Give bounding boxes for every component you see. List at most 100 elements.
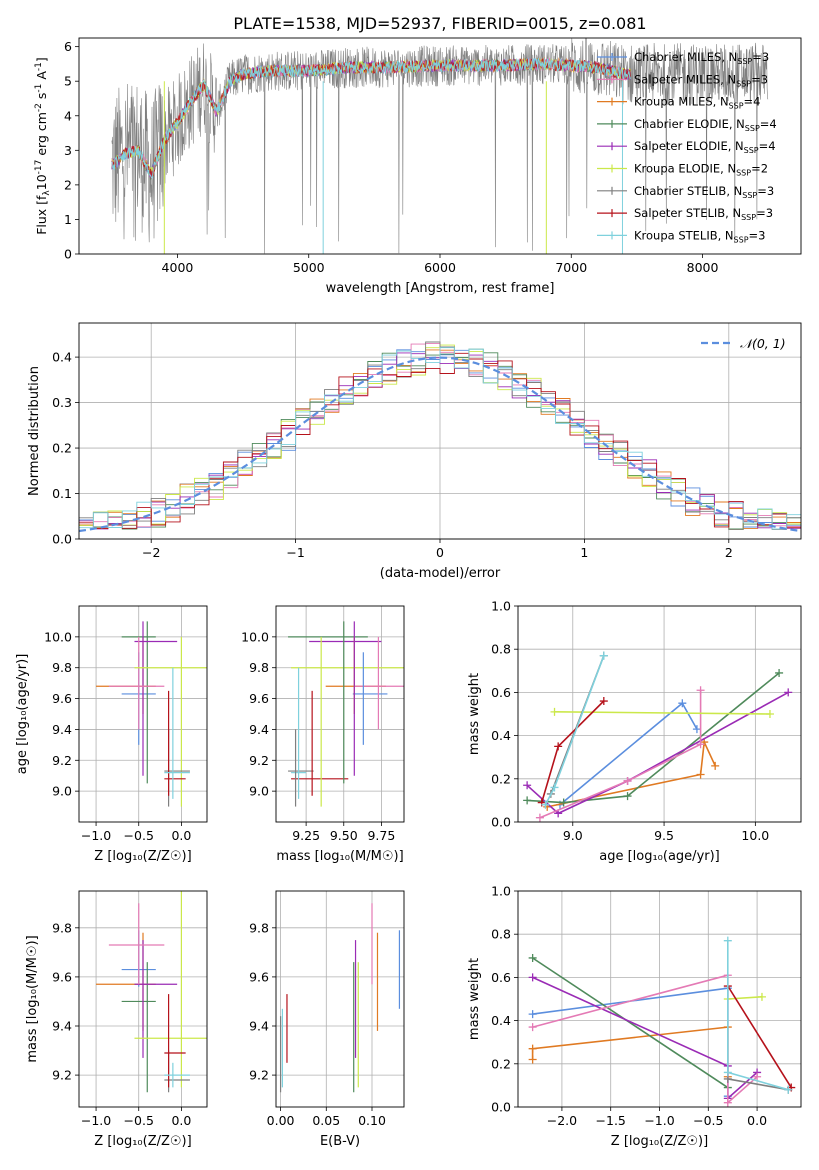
y-axis-label: mass [log₁₀(M/M☉)] xyxy=(25,935,40,1062)
x-tick-label: 4000 xyxy=(162,260,194,275)
axes-frame xyxy=(517,890,802,1108)
x-tick-label: 9.50 xyxy=(330,828,358,843)
y-tick-label: 9.8 xyxy=(249,660,269,675)
legend-label-text: Chabrier STELIB, N xyxy=(634,184,742,198)
y-tick-label: 0.4 xyxy=(491,728,511,743)
y-axis-label: age [log₁₀(age/yr)] xyxy=(15,654,30,775)
x-tick-label: 10.0 xyxy=(741,828,769,843)
legend-label-value: =2 xyxy=(751,162,768,176)
plus-marker xyxy=(765,710,774,718)
y-tick-label: 9.8 xyxy=(249,920,269,935)
x-axis-label: Z [log₁₀(Z/Z☉)] xyxy=(94,1134,191,1149)
y-tick-label: 0.4 xyxy=(52,350,72,365)
x-tick-label: 0 xyxy=(436,545,444,560)
panel-weight-vs-age: 9.0 9.5 10.0 0.0 0.2 0.4 0.6 0.8 1.0 age [log₁₀(a… xyxy=(467,599,802,864)
x-tick-label: −2.0 xyxy=(547,1113,577,1128)
weight-line xyxy=(727,985,792,1089)
legend-label: Chabrier ELODIE, NSSP=4 xyxy=(634,117,777,133)
plot-area xyxy=(111,38,769,254)
plus-marker xyxy=(528,1044,537,1053)
y-tick-label: 9.8 xyxy=(52,660,72,675)
legend-label-sub: SSP xyxy=(745,124,760,133)
x-axis-label: Z [log₁₀(Z/Z☉)] xyxy=(611,1134,708,1149)
x-tick-label: 9.0 xyxy=(563,828,583,843)
y-tick-label: 0.6 xyxy=(491,685,511,700)
x-tick-label: −1.5 xyxy=(596,1113,626,1128)
histogram-step-line xyxy=(79,341,801,531)
legend-label-sub: SSP xyxy=(729,102,744,111)
plus-marker xyxy=(623,792,632,801)
y-tick-label: 9.2 xyxy=(249,753,269,768)
legend-label-value: =3 xyxy=(757,184,774,198)
plot-area xyxy=(96,891,207,1093)
y-axis-label-part: -2 xyxy=(34,103,44,112)
y-tick-label: 10.0 xyxy=(44,629,72,644)
legend-label-value: =4 xyxy=(744,95,761,109)
y-tick-label: 6 xyxy=(64,39,72,54)
x-tick-label: 8000 xyxy=(687,260,719,275)
y-tick-label: 9.2 xyxy=(52,753,72,768)
plus-marker xyxy=(528,1055,537,1064)
y-tick-label: 9.6 xyxy=(249,691,269,706)
legend-label-value: =4 xyxy=(760,117,777,131)
x-axis-label: Z [log₁₀(Z/Z☉)] xyxy=(94,849,191,864)
x-tick-label: 0.10 xyxy=(358,1113,386,1128)
x-tick-label: −1.0 xyxy=(81,1113,111,1128)
x-tick-label: 6000 xyxy=(424,260,456,275)
x-tick-label: −1.0 xyxy=(81,828,111,843)
legend-label-text: Salpeter ELODIE, N xyxy=(634,139,744,153)
legend-label-text: Chabrier MILES, N xyxy=(634,50,737,64)
y-tick-label: 9.0 xyxy=(249,784,269,799)
legend-label-sub: SSP xyxy=(734,235,749,244)
legend-label: Kroupa MILES, NSSP=4 xyxy=(634,95,760,111)
gaussian-curve xyxy=(79,356,801,533)
plus-marker xyxy=(523,796,532,805)
plus-marker xyxy=(696,686,705,695)
plot-area xyxy=(279,903,401,1093)
y-tick-label: 5 xyxy=(64,74,72,89)
y-axis-label-part: A xyxy=(34,71,49,84)
x-axis-label: E(B-V) xyxy=(320,1134,360,1149)
plus-marker xyxy=(535,813,544,822)
x-tick-label: −2 xyxy=(142,545,160,560)
legend-label-value: =3 xyxy=(756,206,773,220)
y-axis-label-part: s xyxy=(34,93,49,104)
y-tick-label: 3 xyxy=(64,143,72,158)
x-tick-label: 2 xyxy=(725,545,733,560)
plot-area xyxy=(288,621,404,807)
panel-mass-vs-z: −1.0 −0.5 0.0 9.2 9.4 9.6 9.8 Z [log₁₀(Z/Z☉)] ma… xyxy=(25,890,208,1149)
plus-marker xyxy=(723,1068,732,1077)
plus-marker xyxy=(784,1085,793,1094)
plus-marker xyxy=(696,740,705,749)
legend-label-sub: SSP xyxy=(744,146,759,155)
plus-marker xyxy=(523,781,532,790)
plus-marker xyxy=(528,1010,537,1019)
y-axis-label-part: ] xyxy=(34,57,49,62)
panel-mass-vs-ebv: 0.00 0.05 0.10 9.2 9.4 9.6 9.8 E(B-V) xyxy=(249,890,405,1149)
y-axis-label-part: λ xyxy=(42,190,52,196)
figure-title: PLATE=1538, MJD=52937, FIBERID=0015, z=0… xyxy=(233,14,646,33)
y-tick-label: 9.0 xyxy=(52,784,72,799)
legend-label-text: Salpeter MILES, N xyxy=(634,72,736,86)
legend-label-sub: SSP xyxy=(741,213,756,222)
plus-marker xyxy=(678,699,687,708)
panel-residuals: −2 −1 0 1 2 0.0 0.1 0.2 0.3 0.4 (data-model)/error… xyxy=(27,322,802,581)
y-tick-label: 9.8 xyxy=(52,920,72,935)
legend-label-text: Salpeter STELIB, N xyxy=(634,206,741,220)
plus-marker xyxy=(550,707,559,716)
axes-frame xyxy=(78,37,802,255)
x-tick-label: 1 xyxy=(580,545,588,560)
legend-label: Chabrier STELIB, NSSP=3 xyxy=(634,184,774,200)
x-tick-label: 9.5 xyxy=(654,828,674,843)
x-axis-label: (data-model)/error xyxy=(380,566,501,581)
y-tick-label: 0.2 xyxy=(491,771,511,786)
legend-label: Salpeter STELIB, NSSP=3 xyxy=(634,206,773,222)
panel-weight-vs-z: −2.0 −1.5 −1.0 −0.5 0.0 0.0 0.2 0.4 0.6 0.8 1.0 Z [… xyxy=(467,884,802,1149)
y-tick-label: 1.0 xyxy=(491,599,511,614)
plus-marker xyxy=(753,1072,762,1081)
legend-label-text: Kroupa ELODIE, N xyxy=(634,162,736,176)
plus-marker xyxy=(528,953,537,962)
legend-label: Kroupa ELODIE, NSSP=2 xyxy=(634,162,768,178)
legend-label-value: =4 xyxy=(759,139,776,153)
y-tick-label: 9.6 xyxy=(52,691,72,706)
